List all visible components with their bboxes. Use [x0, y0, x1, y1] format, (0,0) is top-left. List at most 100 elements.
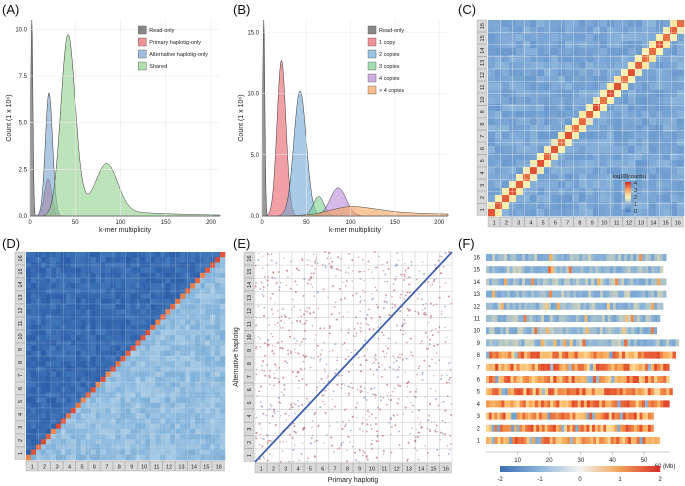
heatmap-cell: [544, 27, 552, 35]
heatmap-cell: [210, 423, 216, 430]
heatmap-cell: [195, 361, 201, 367]
heatmap-cell: [35, 356, 42, 362]
chromosome-bin: [635, 388, 639, 396]
heatmap-cell: [175, 454, 181, 461]
chromosome-bin: [645, 302, 649, 310]
heatmap-cell: [530, 20, 538, 28]
alignment-dot: [427, 348, 430, 350]
heatmap-cell: [677, 55, 685, 63]
heatmap-cell: [140, 371, 146, 378]
heatmap-cell: [55, 413, 62, 419]
heatmap-cell: [175, 434, 181, 440]
heatmap-cell: [502, 167, 510, 175]
chromosome-bin: [574, 351, 578, 359]
heatmap-cell: [135, 293, 141, 300]
chromosome-bin: [593, 351, 597, 359]
chromosome-bin: [607, 388, 611, 396]
chromosome-label: 16: [675, 221, 681, 227]
heatmap-cell: [220, 397, 226, 404]
heatmap-cell: [579, 153, 587, 161]
heatmap-cell: [190, 319, 196, 326]
chromosome-bin: [606, 266, 611, 274]
heatmap-cell: [85, 340, 91, 346]
heatmap-cell: [170, 324, 176, 331]
alignment-dot: [386, 261, 389, 264]
heatmap-cell: [65, 371, 72, 378]
alignment-dot: [390, 433, 392, 435]
heatmap-cell: [70, 304, 77, 310]
heatmap-cell: [488, 202, 496, 210]
chromosome-label: 8: [118, 465, 121, 471]
chromosome-bin: [601, 437, 606, 444]
chromosome-bin: [624, 290, 628, 298]
heatmap-cell: [600, 125, 608, 133]
chromosome-bin: [566, 339, 570, 347]
scale-segment: [622, 466, 625, 472]
alignment-dot: [401, 306, 404, 308]
heatmap-cell: [670, 174, 678, 182]
heatmap-cell: [100, 340, 106, 346]
y-axis-title: Count (1 x 10⁶): [238, 94, 245, 141]
heatmap-cell: [60, 366, 67, 372]
alignment-dot: [367, 260, 370, 263]
heatmap-cell: [628, 55, 636, 63]
alignment-dot: [281, 450, 284, 452]
heatmap-cell: [190, 454, 196, 461]
heatmap-cell: [95, 314, 101, 320]
chromosome-bin: [546, 437, 551, 444]
alignment-dot: [329, 332, 331, 335]
alignment-dot: [324, 251, 326, 254]
heatmap-cell: [200, 392, 206, 398]
heatmap-cell: [495, 104, 503, 112]
heatmap-cell: [565, 83, 573, 91]
heatmap-cell: [145, 309, 151, 315]
alignment-dot: [444, 316, 447, 319]
heatmap-cell: [516, 132, 524, 140]
heatmap-cell: [45, 288, 52, 294]
heatmap-cell: [614, 195, 622, 203]
alignment-dot: [449, 435, 452, 437]
heatmap-cell: [495, 132, 503, 140]
heatmap-cell: [125, 439, 131, 445]
chromosome-bin: [534, 376, 539, 383]
chromosome-strip-bottom: [212, 460, 225, 472]
chromosome-bin: [500, 302, 505, 310]
chromosome-bin: [519, 254, 523, 261]
chromosome-bin: [648, 302, 652, 310]
chromosome-bin: [491, 315, 495, 322]
heatmap-cell: [677, 83, 685, 91]
heatmap-cell: [115, 402, 121, 409]
alignment-dot: [362, 416, 364, 418]
heatmap-cell: [60, 257, 67, 263]
chromosome-bin: [516, 254, 520, 261]
chromosome-bin: [550, 363, 554, 371]
heatmap-cell: [70, 423, 77, 430]
scale-segment: [600, 466, 603, 472]
alignment-dot: [331, 349, 334, 352]
chromosome-bin: [609, 278, 613, 286]
heatmap-cell: [150, 298, 156, 305]
chromosome-row-label: 10: [473, 329, 480, 335]
heatmap-cell: [170, 382, 176, 388]
alignment-dot: [351, 415, 354, 418]
chromosome-bin: [628, 424, 632, 432]
chromosome-bin: [604, 315, 609, 322]
heatmap-cell: [220, 345, 226, 352]
alignment-dot: [312, 286, 314, 288]
heatmap-cell: [160, 382, 166, 388]
heatmap-cell: [80, 392, 86, 398]
chromosome-bin: [606, 254, 610, 261]
heatmap-cell: [85, 444, 91, 450]
heatmap-cell: [160, 376, 166, 383]
heatmap-cell: [195, 387, 201, 393]
heatmap-cell: [135, 439, 141, 445]
heatmap-cell: [677, 160, 685, 168]
heatmap-cell: [55, 382, 62, 388]
heatmap-cell: [45, 413, 52, 419]
heatmap-cell: [185, 278, 191, 284]
alignment-dot: [288, 427, 290, 429]
y-tick-label: 5.0: [19, 121, 28, 127]
chromosome-bin: [648, 290, 652, 298]
heatmap-cell: [26, 366, 32, 372]
scale-segment: [526, 466, 529, 472]
